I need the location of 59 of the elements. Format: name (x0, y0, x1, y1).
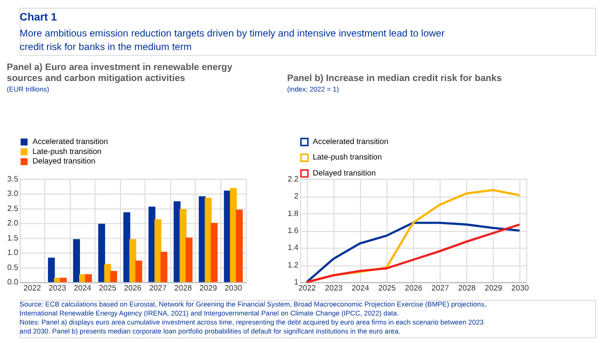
y-tick-label: 2.5 (7, 204, 19, 213)
y-tick-label: 1 (294, 278, 299, 287)
text: Chart 1 (20, 12, 57, 24)
legend-label: Late-push transition (312, 152, 382, 162)
x-tick-label: 2025 (98, 284, 118, 293)
y-tick-label: 0.5 (7, 262, 19, 272)
bar (154, 219, 162, 282)
y-tick-label: 3.5 (7, 174, 19, 184)
y-tick-label: 2.2 (288, 174, 299, 184)
bar (236, 210, 243, 282)
x-tick-label: 2028 (458, 284, 476, 293)
y-tick-label: 3.0 (7, 189, 19, 198)
y-tick-label: 1.4 (288, 243, 300, 252)
bar (180, 208, 187, 282)
x-tick-label: 2023 (48, 284, 67, 293)
y-tick-label: 1.6 (288, 226, 300, 235)
x-tick-label: 2027 (431, 284, 449, 293)
x-tick-label: 2025 (378, 284, 396, 293)
bar (135, 260, 142, 282)
x-tick-label: 2027 (149, 284, 167, 293)
x-tick-label: 2022 (298, 284, 316, 293)
x-tick-label: 2026 (404, 284, 423, 293)
x-tick-label: 2029 (199, 284, 217, 293)
y-tick-label: 1.0 (7, 248, 19, 258)
bar (210, 222, 218, 282)
legend-label: Accelerated transition (312, 136, 388, 146)
legend-label: Delayed transition (32, 156, 96, 166)
y-tick-label: 1.2 (288, 260, 299, 270)
bar (104, 264, 112, 282)
bar (110, 270, 118, 282)
x-tick-label: 2030 (511, 284, 530, 293)
chart-title: Panel b) Increase in median credit risk for banks (287, 73, 502, 84)
x-tick-label: 2023 (325, 284, 344, 293)
bar (129, 239, 136, 282)
bar (98, 224, 106, 282)
y-tick-label: 1.8 (288, 208, 300, 218)
bar (60, 278, 67, 282)
x-tick-label: 2029 (484, 284, 502, 293)
legend-label: Accelerated transition (32, 136, 108, 146)
bar (48, 258, 55, 282)
x-tick-label: 2026 (124, 284, 142, 293)
legend-label: Delayed transition (312, 168, 376, 178)
x-tick-label: 2024 (74, 284, 92, 293)
y-tick-label: 0.0 (7, 278, 19, 287)
bar (123, 212, 130, 282)
x-tick-label: 2030 (224, 284, 243, 293)
legend-label: Late-push transition (32, 146, 102, 156)
x-tick-label: 2022 (24, 284, 41, 293)
text: More ambitious emission reduction targets driven by timely and intensive investment lead to lower credit risk for banks in the medium term (20, 28, 446, 54)
y-tick-label: 2 (294, 192, 299, 201)
x-tick-label: 2024 (352, 284, 370, 293)
y-tick-label: 1.5 (7, 233, 19, 242)
y-tick-label: 2.0 (7, 218, 19, 228)
x-tick-label: 2028 (174, 284, 192, 293)
bar (160, 252, 168, 282)
chart-title: Panel a) Euro area investment in renewable energy sources and carbon mitigation activities (6, 62, 234, 84)
bar (186, 238, 192, 282)
bar (85, 274, 92, 282)
bar (73, 239, 80, 282)
